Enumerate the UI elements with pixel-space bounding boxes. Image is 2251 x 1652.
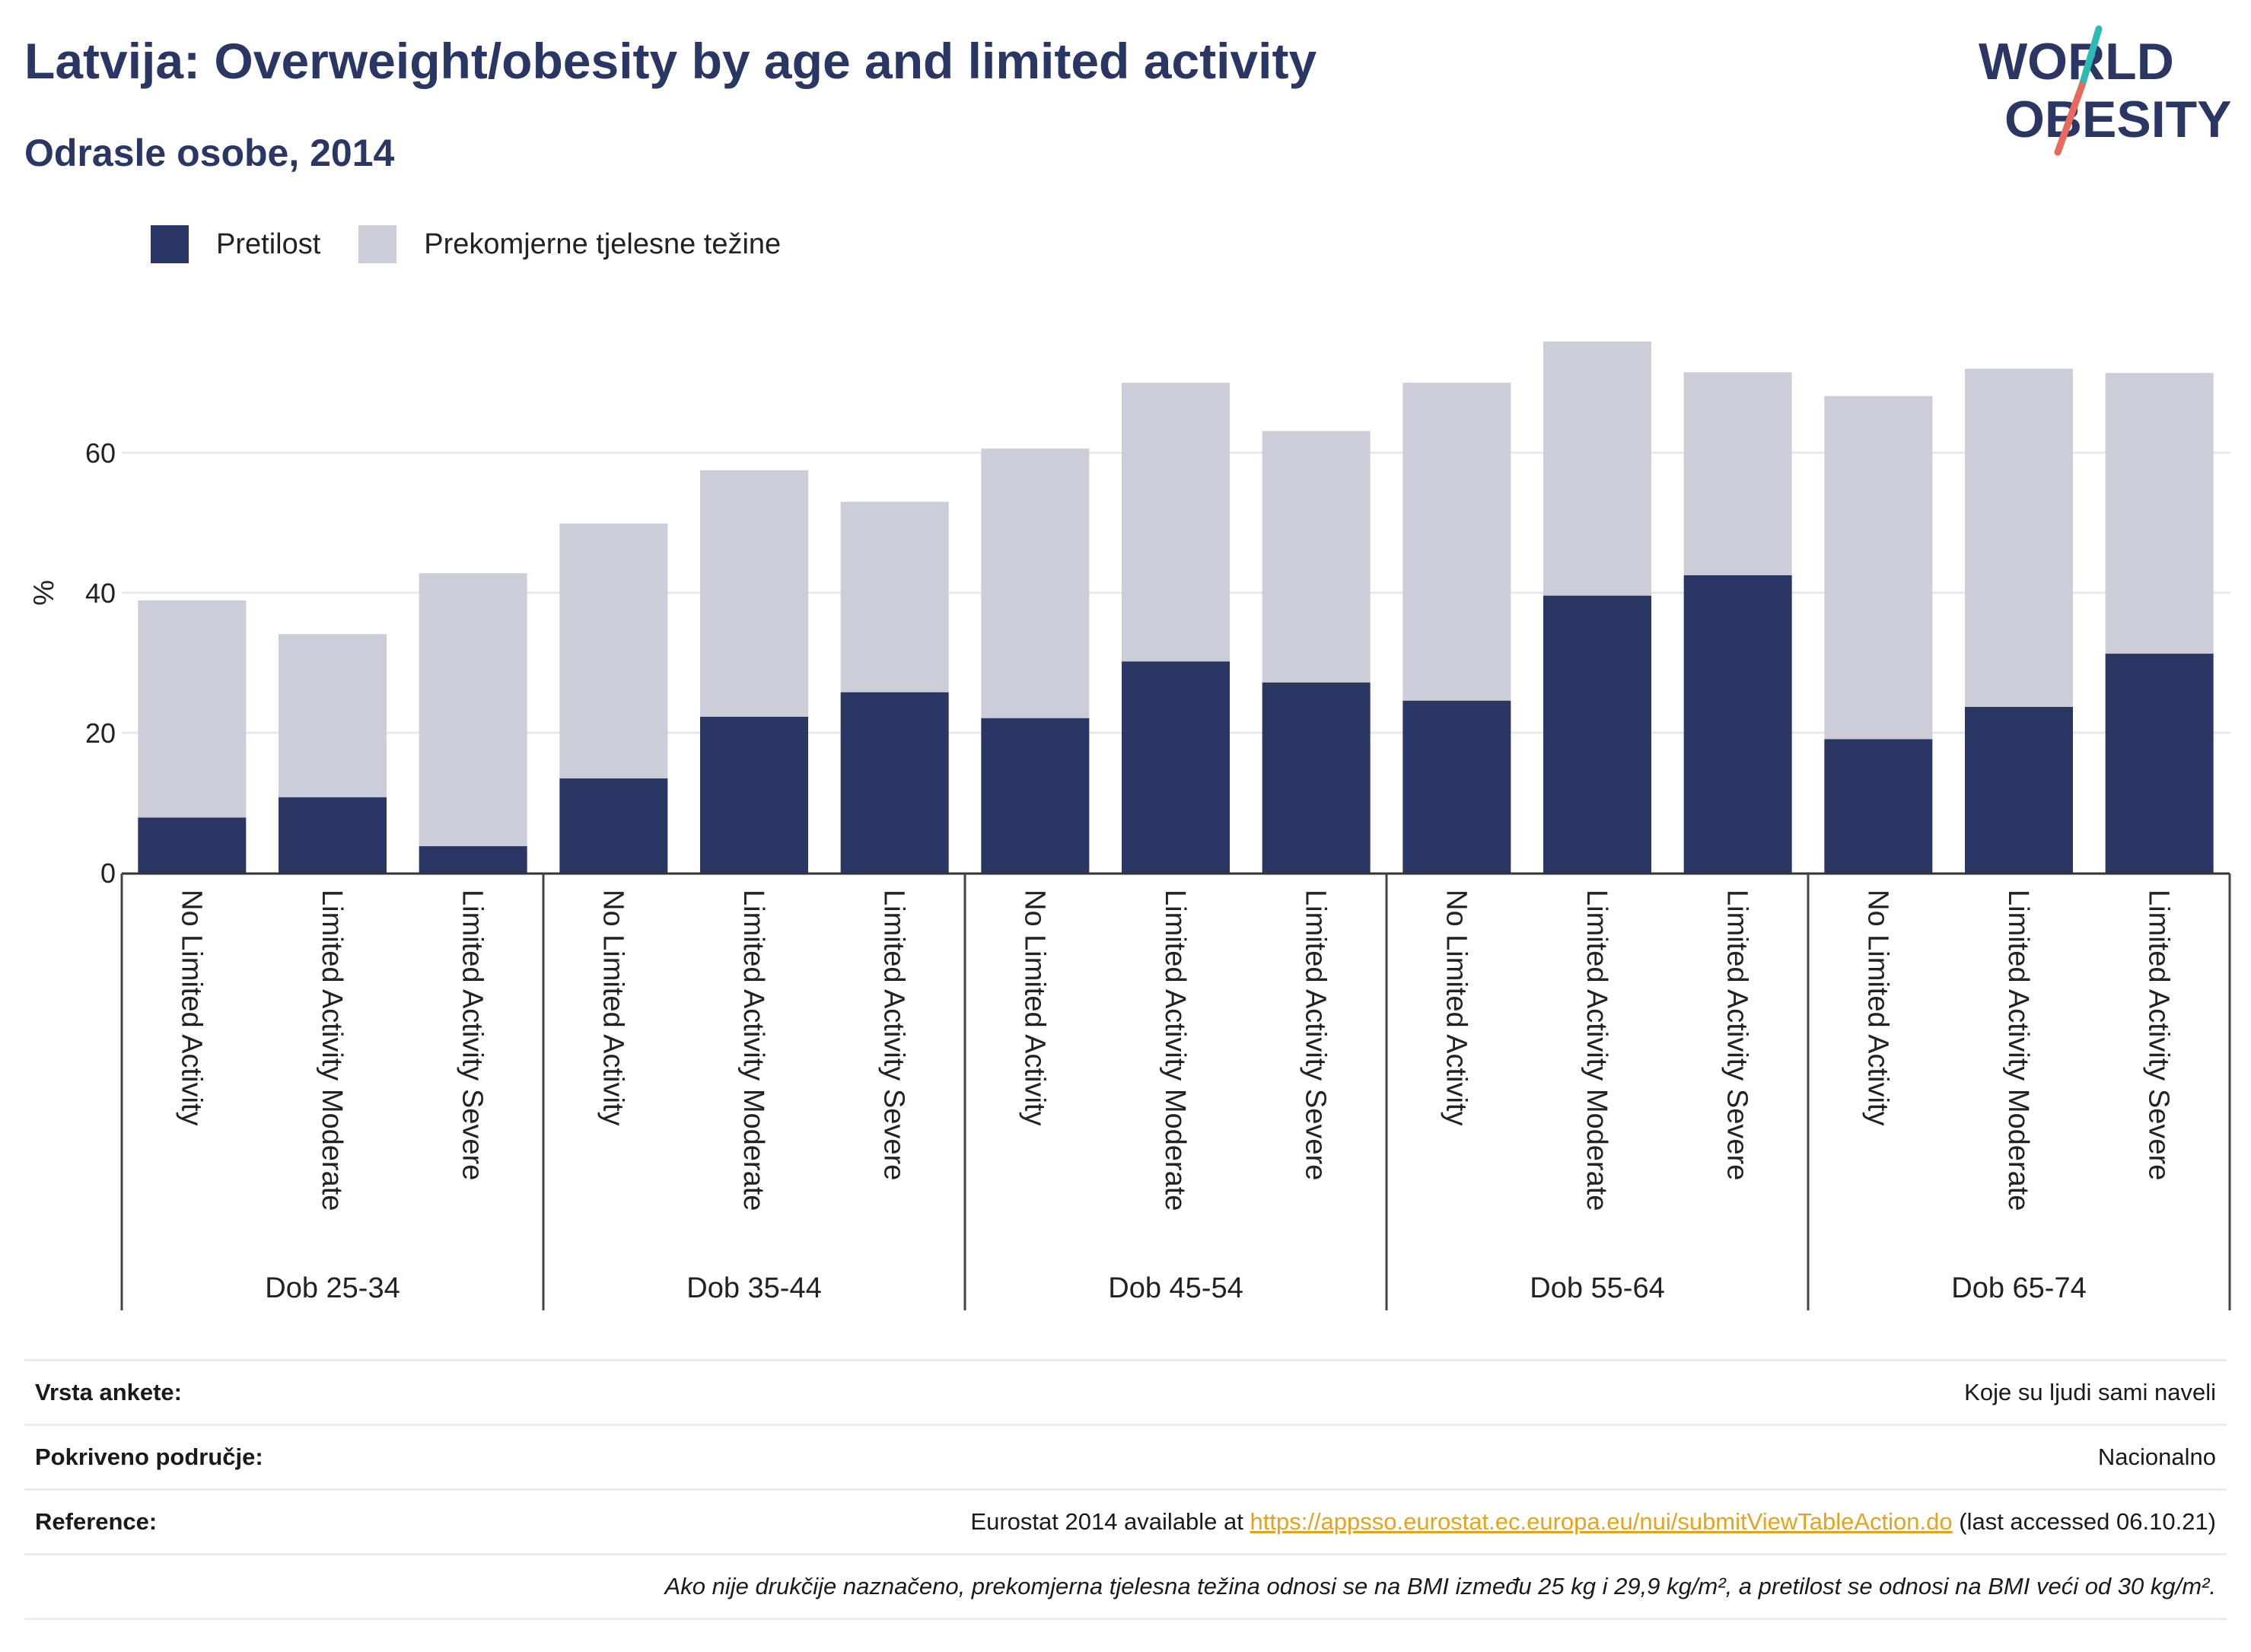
info-label-survey-type: Vrsta ankete:: [35, 1379, 182, 1405]
y-axis-label: %: [28, 580, 60, 606]
reference-prefix: Eurostat 2014 available at: [970, 1508, 1250, 1535]
bar-prekomjerne-9: [1402, 383, 1511, 701]
info-value-reference: Eurostat 2014 available at https://appss…: [970, 1508, 2216, 1536]
bar-pretilost-10: [1543, 595, 1651, 873]
logo-text-obesity: OBESITY: [2004, 91, 2232, 148]
legend-swatch-prekomjerne: [358, 225, 397, 263]
reference-link[interactable]: https://appsso.eurostat.ec.europa.eu/nui…: [1250, 1508, 1953, 1535]
info-row-note: Ako nije drukčije naznačeno, prekomjerna…: [24, 1553, 2227, 1620]
logo-slash-teal: [2078, 25, 2103, 89]
bar-prekomjerne-0: [138, 600, 247, 818]
metadata-table: Vrsta ankete: Koje su ljudi sami naveli …: [24, 1359, 2227, 1620]
bar-pretilost-6: [981, 718, 1090, 873]
chart-title: Latvija: Overweight/obesity by age and l…: [24, 33, 1317, 89]
bar-prekomjerne-6: [981, 448, 1090, 718]
info-label-coverage: Pokriveno područje:: [35, 1444, 263, 1470]
group-label-0: Dob 25-34: [265, 1272, 400, 1304]
bar-pretilost-3: [559, 778, 668, 873]
bar-pretilost-5: [840, 692, 949, 873]
info-row-survey-type: Vrsta ankete: Koje su ljudi sami naveli: [24, 1359, 2227, 1424]
bar-prekomjerne-3: [559, 523, 668, 778]
group-label-1: Dob 35-44: [686, 1272, 821, 1304]
group-label-4: Dob 65-74: [1951, 1272, 2086, 1304]
bar-pretilost-7: [1122, 661, 1230, 873]
x-tick-label-3: No Limited Activity: [597, 890, 629, 1125]
x-tick-label-4: Limited Activity Moderate: [737, 890, 769, 1211]
legend-item-prekomjerne[interactable]: Prekomjerne tjelesne težine: [358, 225, 781, 263]
x-tick-label-0: No Limited Activity: [175, 890, 207, 1125]
bar-prekomjerne-14: [2105, 373, 2214, 654]
y-tick-label-40: 40: [85, 578, 116, 609]
y-tick-label-20: 20: [85, 718, 116, 749]
x-tick-label-1: Limited Activity Moderate: [316, 890, 348, 1211]
x-tick-label-5: Limited Activity Severe: [878, 890, 910, 1180]
x-tick-label-12: No Limited Activity: [1861, 890, 1893, 1125]
bar-pretilost-2: [419, 846, 527, 873]
bar-pretilost-4: [700, 716, 808, 873]
legend-item-pretilost[interactable]: Pretilost: [151, 225, 320, 263]
bar-pretilost-0: [138, 817, 247, 873]
chart-subtitle: Odrasle osobe, 2014: [24, 132, 395, 174]
logo-text-world: WORLD: [1979, 33, 2174, 91]
bar-pretilost-14: [2105, 654, 2214, 873]
info-label-reference: Reference:: [35, 1508, 158, 1535]
bar-prekomjerne-8: [1262, 431, 1371, 683]
bar-pretilost-13: [1965, 706, 2073, 873]
definition-note: Ako nije drukčije naznačeno, prekomjerna…: [664, 1573, 2216, 1599]
bar-prekomjerne-10: [1543, 341, 1651, 596]
bar-pretilost-1: [279, 797, 387, 873]
bar-prekomjerne-7: [1122, 383, 1230, 662]
y-tick-label-60: 60: [85, 438, 116, 469]
x-tick-label-10: Limited Activity Moderate: [1581, 890, 1613, 1211]
bar-pretilost-9: [1402, 700, 1511, 873]
bar-pretilost-11: [1683, 575, 1792, 873]
bar-pretilost-8: [1262, 682, 1371, 873]
bar-prekomjerne-5: [840, 501, 949, 692]
legend-swatch-pretilost: [151, 225, 189, 263]
bar-prekomjerne-13: [1965, 368, 2073, 707]
x-tick-label-14: Limited Activity Severe: [2143, 890, 2175, 1180]
world-obesity-logo: WORLD OBESITY: [1979, 25, 2232, 156]
chart-legend: Pretilost Prekomjerne tjelesne težine: [151, 225, 819, 263]
bar-prekomjerne-2: [419, 573, 527, 847]
bar-prekomjerne-1: [279, 634, 387, 797]
bar-prekomjerne-11: [1683, 372, 1792, 575]
x-tick-label-11: Limited Activity Severe: [1721, 890, 1753, 1180]
x-tick-label-2: Limited Activity Severe: [457, 890, 489, 1180]
group-label-2: Dob 45-54: [1108, 1272, 1243, 1304]
info-row-reference: Reference: Eurostat 2014 available at ht…: [24, 1488, 2227, 1553]
info-value-coverage: Nacionalno: [2097, 1444, 2216, 1470]
legend-label-prekomjerne: Prekomjerne tjelesne težine: [424, 228, 782, 260]
x-tick-label-8: Limited Activity Severe: [1300, 890, 1332, 1180]
x-tick-label-13: Limited Activity Moderate: [2002, 890, 2034, 1211]
logo-slash-coral: [2054, 81, 2086, 156]
stacked-bar-chart: 0 20 40 60% No Limited Activity Limited Activ…: [28, 341, 2231, 1310]
bar-pretilost-12: [1824, 739, 1933, 873]
reference-suffix: (last accessed 06.10.21): [1952, 1508, 2216, 1535]
group-label-3: Dob 55-64: [1530, 1272, 1664, 1304]
y-tick-label-0: 0: [100, 858, 116, 889]
bar-prekomjerne-4: [700, 470, 808, 717]
x-tick-label-9: No Limited Activity: [1440, 890, 1472, 1125]
x-tick-label-6: No Limited Activity: [1018, 890, 1050, 1125]
info-row-coverage: Pokriveno područje: Nacionalno: [24, 1424, 2227, 1488]
legend-label-pretilost: Pretilost: [216, 228, 321, 260]
bar-prekomjerne-12: [1824, 396, 1933, 740]
x-tick-label-7: Limited Activity Moderate: [1159, 890, 1191, 1211]
info-value-survey-type: Koje su ljudi sami naveli: [1964, 1379, 2216, 1405]
